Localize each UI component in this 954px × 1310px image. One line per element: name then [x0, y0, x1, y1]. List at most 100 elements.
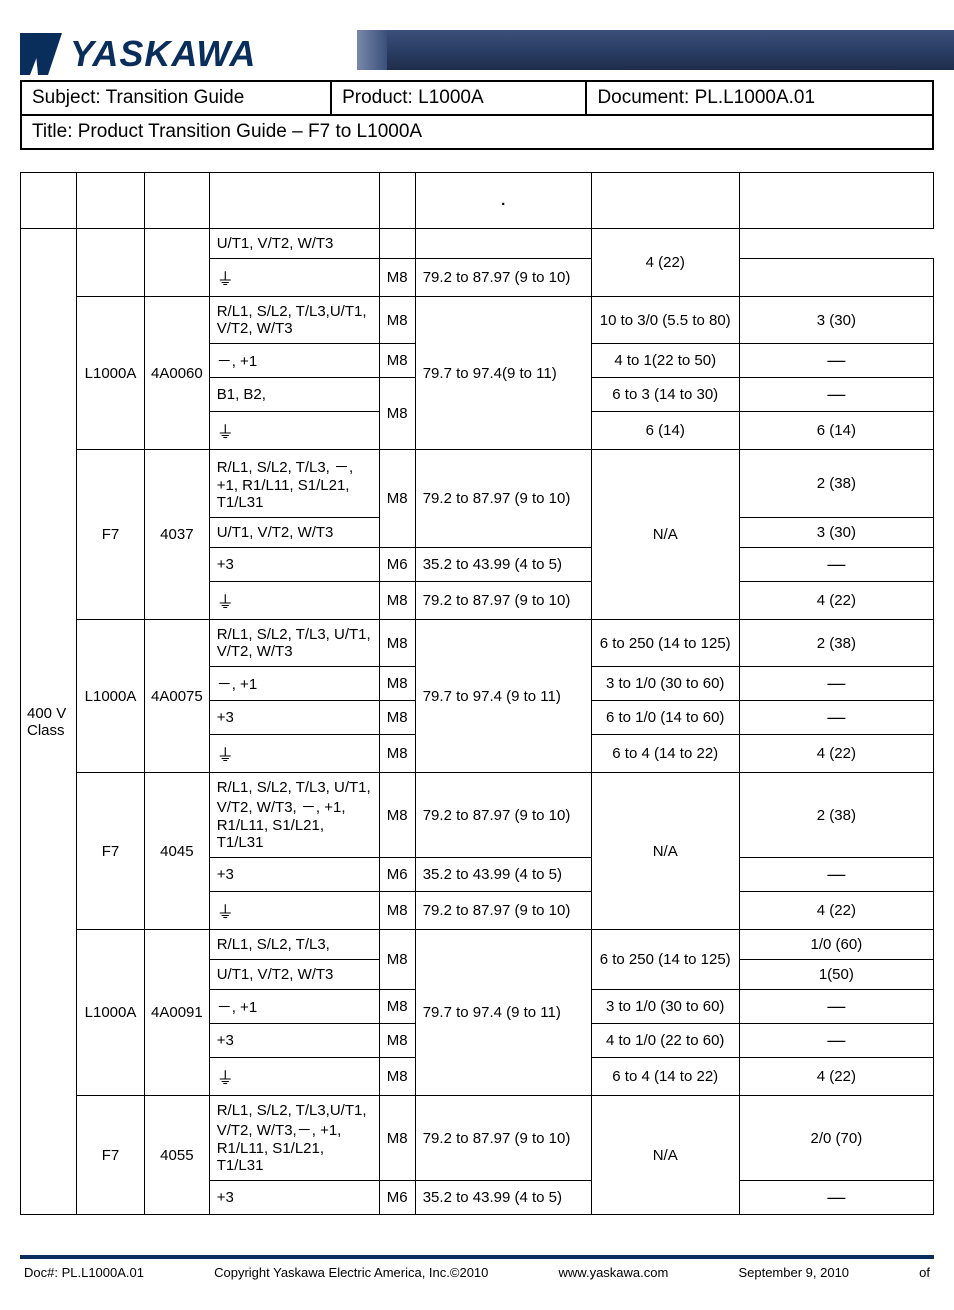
screw-cell: M8: [379, 259, 415, 297]
screw-cell: M8: [379, 1096, 415, 1181]
wire-cell: 4 to 1/0 (22 to 60): [591, 1024, 739, 1058]
drive-cell: L1000A: [77, 620, 145, 773]
wire-cell: 6 to 1/0 (14 to 60): [591, 701, 739, 735]
awg-cell: 2/0 (70): [739, 1096, 933, 1181]
table-header-row: .: [21, 173, 934, 229]
screw-cell: M8: [379, 582, 415, 620]
screw-cell: M8: [379, 773, 415, 858]
drive-cell: F7: [77, 1096, 145, 1215]
terminal-cell: R/L1, S/L2, T/L3, －, +1, R1/L11, S1/L21,…: [209, 450, 379, 518]
awg-cell: 4 (22): [739, 1058, 933, 1096]
wire-cell: N/A: [591, 1096, 739, 1215]
screw-cell: M8: [379, 892, 415, 930]
col-awg: [739, 173, 933, 229]
screw-cell: M8: [379, 990, 415, 1024]
awg-cell: —: [739, 1181, 933, 1215]
table-row: F74037R/L1, S/L2, T/L3, －, +1, R1/L11, S…: [21, 450, 934, 518]
col-screw: [379, 173, 415, 229]
drive-cell: L1000A: [77, 930, 145, 1096]
torque-cell: 79.7 to 97.4 (9 to 11): [415, 930, 591, 1096]
awg-cell: 1/0 (60): [739, 930, 933, 960]
screw-cell: M8: [379, 667, 415, 701]
terminal-cell: +3: [209, 858, 379, 892]
col-wire: [591, 173, 739, 229]
wire-cell: [415, 229, 591, 259]
screw-cell: M6: [379, 858, 415, 892]
subject-label: Subject:: [32, 87, 106, 108]
model-cell: 4A0060: [145, 297, 210, 450]
screw-cell: M8: [379, 297, 415, 344]
col-torque: .: [415, 173, 591, 229]
terminal-cell: R/L1, S/L2, T/L3,: [209, 930, 379, 960]
wire-cell: 6 to 3 (14 to 30): [591, 378, 739, 412]
logo: YASKAWA: [20, 23, 256, 80]
footer-copyright: Copyright Yaskawa Electric America, Inc.…: [214, 1265, 488, 1280]
drive-cell: L1000A: [77, 297, 145, 450]
spec-table: . 400 V ClassU/T1, V/T2, W/T34 (22)⏚M879…: [20, 172, 934, 1215]
model-cell: 4037: [145, 450, 210, 620]
awg-cell: 4 (22): [739, 892, 933, 930]
footer-rule: [20, 1255, 934, 1259]
model-cell: 4A0091: [145, 930, 210, 1096]
wire-cell: 6 to 4 (14 to 22): [591, 735, 739, 773]
model-cell: 4055: [145, 1096, 210, 1215]
header-document: Document: PL.L1000A.01: [586, 81, 933, 115]
ground-icon: ⏚: [217, 898, 234, 923]
voltage-class-cell: 400 V Class: [21, 229, 77, 1215]
awg-cell: —: [739, 990, 933, 1024]
col-voltage: [21, 173, 77, 229]
table-row: F74045R/L1, S/L2, T/L3, U/T1, V/T2, W/T3…: [21, 773, 934, 858]
wire-cell: N/A: [591, 450, 739, 620]
wire-cell: 6 to 4 (14 to 22): [591, 1058, 739, 1096]
wire-cell: 3 to 1/0 (30 to 60): [591, 990, 739, 1024]
awg-cell: 2 (38): [739, 620, 933, 667]
terminal-cell: +3: [209, 548, 379, 582]
wire-cell: 4 to 1(22 to 50): [591, 344, 739, 378]
table-row: L1000A4A0075R/L1, S/L2, T/L3, U/T1, V/T2…: [21, 620, 934, 667]
col-drive: [77, 173, 145, 229]
product-value: L1000A: [418, 87, 484, 108]
torque-cell: 79.2 to 87.97 (9 to 10): [415, 259, 591, 297]
terminal-cell: R/L1, S/L2, T/L3, U/T1, V/T2, W/T3, －, +…: [209, 773, 379, 858]
screw-cell: M8: [379, 701, 415, 735]
terminal-cell: ⏚: [209, 1058, 379, 1096]
awg-cell: —: [739, 858, 933, 892]
model-cell: [145, 229, 210, 297]
awg-cell: 2 (38): [739, 773, 933, 858]
product-label: Product:: [342, 87, 418, 108]
drive-cell: F7: [77, 450, 145, 620]
ground-icon: ⏚: [217, 588, 234, 613]
drive-cell: F7: [77, 773, 145, 930]
screw-cell: M6: [379, 548, 415, 582]
title-label: Title:: [32, 121, 78, 142]
footer: Doc#: PL.L1000A.01 Copyright Yaskawa Ele…: [20, 1265, 934, 1290]
wire-cell: 10 to 3/0 (5.5 to 80): [591, 297, 739, 344]
terminal-cell: R/L1, S/L2, T/L3,U/T1, V/T2, W/T3: [209, 297, 379, 344]
awg-cell: 3 (30): [739, 518, 933, 548]
logo-text: YASKAWA: [70, 33, 256, 75]
awg-cell: 4 (22): [739, 735, 933, 773]
subject-value: Transition Guide: [106, 87, 245, 108]
awg-cell: —: [739, 344, 933, 378]
terminal-cell: ⏚: [209, 412, 379, 450]
ground-icon: ⏚: [217, 265, 234, 290]
torque-cell: 79.2 to 87.97 (9 to 10): [415, 450, 591, 548]
screw-cell: M8: [379, 450, 415, 548]
ground-icon: ⏚: [217, 418, 234, 443]
screw-cell: [379, 229, 415, 259]
logo-mark-icon: [20, 33, 62, 75]
awg-cell: —: [739, 667, 933, 701]
header-subject: Subject: Transition Guide: [21, 81, 331, 115]
terminal-cell: R/L1, S/L2, T/L3, U/T1, V/T2, W/T3: [209, 620, 379, 667]
screw-cell: M8: [379, 378, 415, 450]
wire-cell: 3 to 1/0 (30 to 60): [591, 667, 739, 701]
terminal-cell: U/T1, V/T2, W/T3: [209, 229, 379, 259]
drive-cell: [77, 229, 145, 297]
terminal-cell: +3: [209, 701, 379, 735]
wire-cell: 6 to 250 (14 to 125): [591, 930, 739, 990]
screw-cell: M8: [379, 1024, 415, 1058]
document-header-table: Subject: Transition Guide Product: L1000…: [20, 80, 934, 150]
awg-cell: 2 (38): [739, 450, 933, 518]
wire-cell: 6 (14): [591, 412, 739, 450]
torque-cell: 79.2 to 87.97 (9 to 10): [415, 582, 591, 620]
